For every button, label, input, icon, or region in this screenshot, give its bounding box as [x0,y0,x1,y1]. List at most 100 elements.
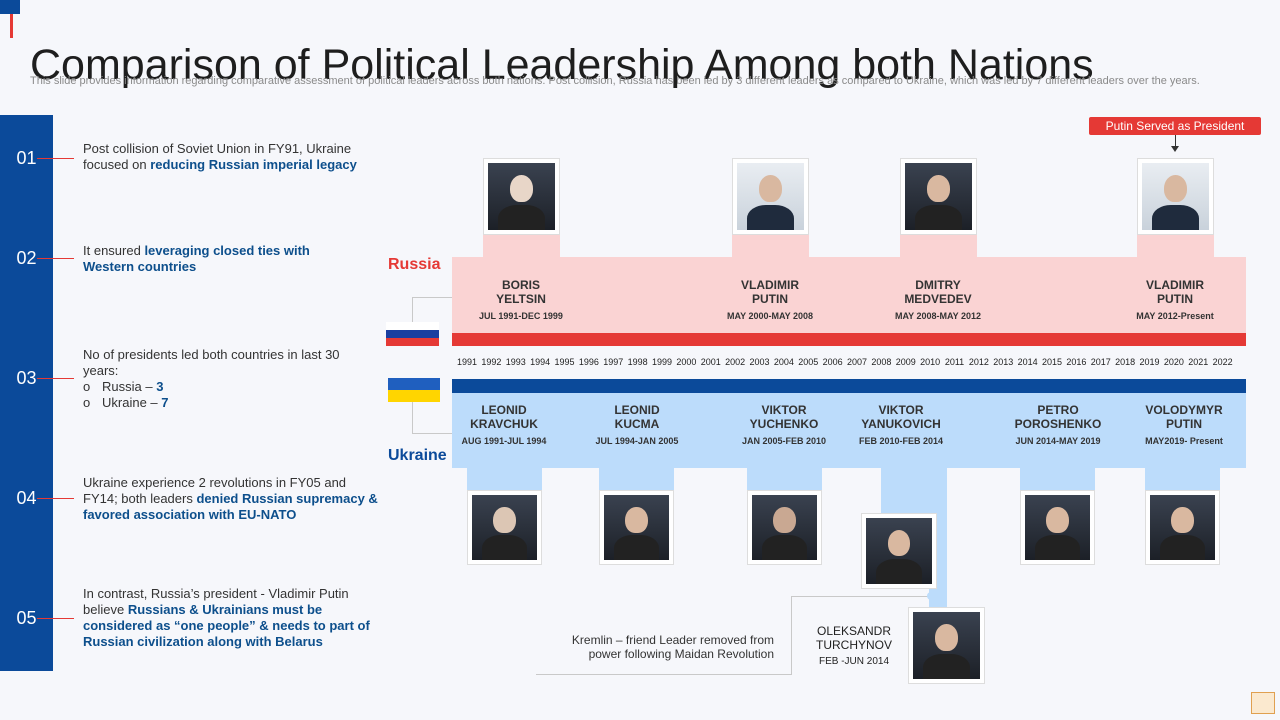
yeltsin-photo [483,158,560,235]
ukraine-leader-name-6: VOLODYMYR PUTIN [1145,403,1223,431]
medvedev-photo [900,158,977,235]
russia-leader-period-2: MAY 2000-MAY 2008 [726,311,814,321]
maidan-note: Kremlin – friend Leader removed from pow… [571,633,774,661]
numbered-sidebar [0,115,53,671]
point-text-01: Post collision of Soviet Union in FY91, … [83,141,357,172]
year-label: 2022 [1212,357,1233,367]
year-label: 1995 [554,357,575,367]
page-subtitle: This slide provides information regardin… [30,75,1200,87]
ukraine-flag-bracket-h [412,433,452,434]
interim-bracket-bottom [536,674,792,675]
point-number-01: 01 [16,148,37,168]
russia-flag-bracket-v [412,297,413,324]
year-label: 2002 [725,357,746,367]
ukraine-band [452,393,1246,468]
russia-tab-1 [483,235,560,257]
putin-photo-1 [732,158,809,235]
year-label: 2012 [968,357,989,367]
ukraine-tab-2 [599,468,674,490]
point-number-02: 02 [16,248,37,268]
russia-leader-name-4: VLADIMIR PUTIN [1146,278,1204,306]
zelensky-photo [1145,490,1220,565]
yushchenko-photo [747,490,822,565]
corner-accent-red [10,14,13,38]
point-connector-05 [37,618,74,619]
putin-callout: Putin Served as President [1089,117,1261,135]
ukraine-leader-period-3: JAN 2005-FEB 2010 [741,436,827,446]
point-connector-02 [37,258,74,259]
point-connector-01 [37,158,74,159]
year-label: 2004 [773,357,794,367]
point-connector-04 [37,498,74,499]
year-label: 2001 [700,357,721,367]
year-label: 1997 [603,357,624,367]
year-label: 2006 [822,357,843,367]
ukraine-flag-bracket-v [412,402,413,434]
year-label: 1993 [505,357,526,367]
point-number-05: 05 [16,608,37,628]
year-label: 2015 [1041,357,1063,367]
ukraine-tab-1 [467,468,542,490]
interim-bracket-top [791,596,929,597]
ukraine-label: Ukraine [388,447,447,464]
kravchuk-photo [467,490,542,565]
year-label: 2018 [1115,357,1136,367]
ukraine-tab-3 [747,468,822,490]
ukraine-leader-name-2: LEONID KUCMA [614,403,660,431]
ukraine-leader-period-6: MAY2019- Present [1145,436,1223,446]
year-label: 2021 [1188,357,1209,367]
poroshenko-photo [1020,490,1095,565]
year-label: 2008 [871,357,892,367]
russia-timeline-bar [452,333,1246,346]
russia-leader-name-2: VLADIMIR PUTIN [741,278,799,306]
russia-leader-name-3: DMITRY MEDVEDEV [904,278,972,306]
point-text-03: No of presidents led both countries in l… [83,347,340,410]
year-label: 2010 [920,357,941,367]
point-text-04: Ukraine experience 2 revolutions in FY05… [83,475,378,522]
point-connector-03 [37,378,74,379]
ukraine-leader-name-4: VIKTOR YANUKOVICH [861,403,941,431]
year-label: 2007 [846,357,868,367]
russia-tab-4 [1137,235,1214,257]
ukraine-tab-4 [881,468,947,514]
turchynov-photo [908,607,985,684]
russia-band [452,257,1246,333]
year-label: 1996 [578,357,599,367]
ukraine-leader-name-3: VIKTOR YUCHENKO [749,403,819,431]
ukraine-leader-period-2: JUL 1994-JAN 2005 [595,436,679,446]
year-label: 2011 [944,357,965,367]
corner-accent-blue [0,0,20,14]
putin-photo-2 [1137,158,1214,235]
year-label: 2019 [1139,357,1160,367]
kuchma-photo [599,490,674,565]
ukraine-leader-name-5: PETRO POROSHENKO [1014,403,1102,431]
year-label: 2003 [749,357,770,367]
year-label: 1991 [456,357,478,367]
interim-leader-period: FEB -JUN 2014 [818,656,890,667]
year-label: 2000 [676,357,697,367]
russia-tab-2 [732,235,809,257]
callout-arrow-icon [1171,146,1179,152]
ukraine-leader-period-4: FEB 2010-FEB 2014 [858,436,944,446]
yanukovych-photo [861,513,937,589]
year-label: 2014 [1017,357,1038,367]
year-label: 1999 [651,357,673,367]
point-text-02: It ensured leveraging closed ties with W… [83,243,310,274]
year-axis: 1991 1992 1993 1994 1995 1996 1997 1998 1999 2000… [455,357,1235,369]
russia-leader-name-1: BORIS YELTSIN [496,278,546,306]
year-label: 2013 [993,357,1014,367]
russia-leader-period-4: MAY 2012-Present [1136,311,1214,321]
russia-tab-3 [900,235,977,257]
russia-flag-icon [386,322,439,346]
year-label: 1992 [481,357,502,367]
slide-logo-icon [1251,692,1275,714]
point-number-03: 03 [16,368,37,388]
russia-leader-period-3: MAY 2008-MAY 2012 [894,311,982,321]
ukraine-timeline-bar [452,379,1246,393]
year-label: 2020 [1163,357,1184,367]
point-number-04: 04 [16,488,37,508]
russia-leader-period-1: JUL 1991-DEC 1999 [479,311,563,321]
year-label: 2017 [1090,357,1111,367]
ukraine-leader-period-1: AUG 1991-JUL 1994 [461,436,547,446]
ukraine-tab-5 [1020,468,1095,490]
